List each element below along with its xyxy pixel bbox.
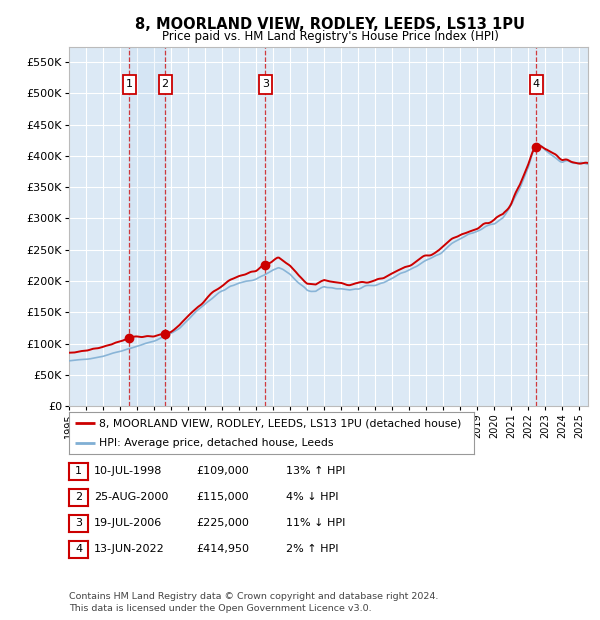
Text: Contains HM Land Registry data © Crown copyright and database right 2024.: Contains HM Land Registry data © Crown c… xyxy=(69,592,439,601)
Text: 4% ↓ HPI: 4% ↓ HPI xyxy=(286,492,339,502)
Text: 2: 2 xyxy=(75,492,82,502)
Text: Price paid vs. HM Land Registry's House Price Index (HPI): Price paid vs. HM Land Registry's House … xyxy=(161,30,499,43)
Text: 13% ↑ HPI: 13% ↑ HPI xyxy=(286,466,346,476)
Text: 25-AUG-2000: 25-AUG-2000 xyxy=(94,492,169,502)
Text: 8, MOORLAND VIEW, RODLEY, LEEDS, LS13 1PU: 8, MOORLAND VIEW, RODLEY, LEEDS, LS13 1P… xyxy=(135,17,525,32)
Text: 10-JUL-1998: 10-JUL-1998 xyxy=(94,466,163,476)
Text: 3: 3 xyxy=(75,518,82,528)
Text: 1: 1 xyxy=(75,466,82,476)
Text: 8, MOORLAND VIEW, RODLEY, LEEDS, LS13 1PU (detached house): 8, MOORLAND VIEW, RODLEY, LEEDS, LS13 1P… xyxy=(100,418,462,428)
Text: 11% ↓ HPI: 11% ↓ HPI xyxy=(286,518,346,528)
Text: 1: 1 xyxy=(125,79,133,89)
Text: £115,000: £115,000 xyxy=(196,492,249,502)
Text: 4: 4 xyxy=(533,79,539,89)
FancyBboxPatch shape xyxy=(259,75,272,94)
Text: £109,000: £109,000 xyxy=(196,466,249,476)
Text: 19-JUL-2006: 19-JUL-2006 xyxy=(94,518,163,528)
Text: 2: 2 xyxy=(161,79,169,89)
Text: 13-JUN-2022: 13-JUN-2022 xyxy=(94,544,165,554)
Text: £414,950: £414,950 xyxy=(196,544,249,554)
Text: HPI: Average price, detached house, Leeds: HPI: Average price, detached house, Leed… xyxy=(100,438,334,448)
Text: 2% ↑ HPI: 2% ↑ HPI xyxy=(286,544,339,554)
Bar xyxy=(129,46,165,406)
Text: This data is licensed under the Open Government Licence v3.0.: This data is licensed under the Open Gov… xyxy=(69,604,371,613)
FancyBboxPatch shape xyxy=(122,75,136,94)
FancyBboxPatch shape xyxy=(158,75,172,94)
FancyBboxPatch shape xyxy=(530,75,542,94)
Text: 4: 4 xyxy=(75,544,82,554)
Text: 3: 3 xyxy=(262,79,269,89)
Text: £225,000: £225,000 xyxy=(196,518,249,528)
